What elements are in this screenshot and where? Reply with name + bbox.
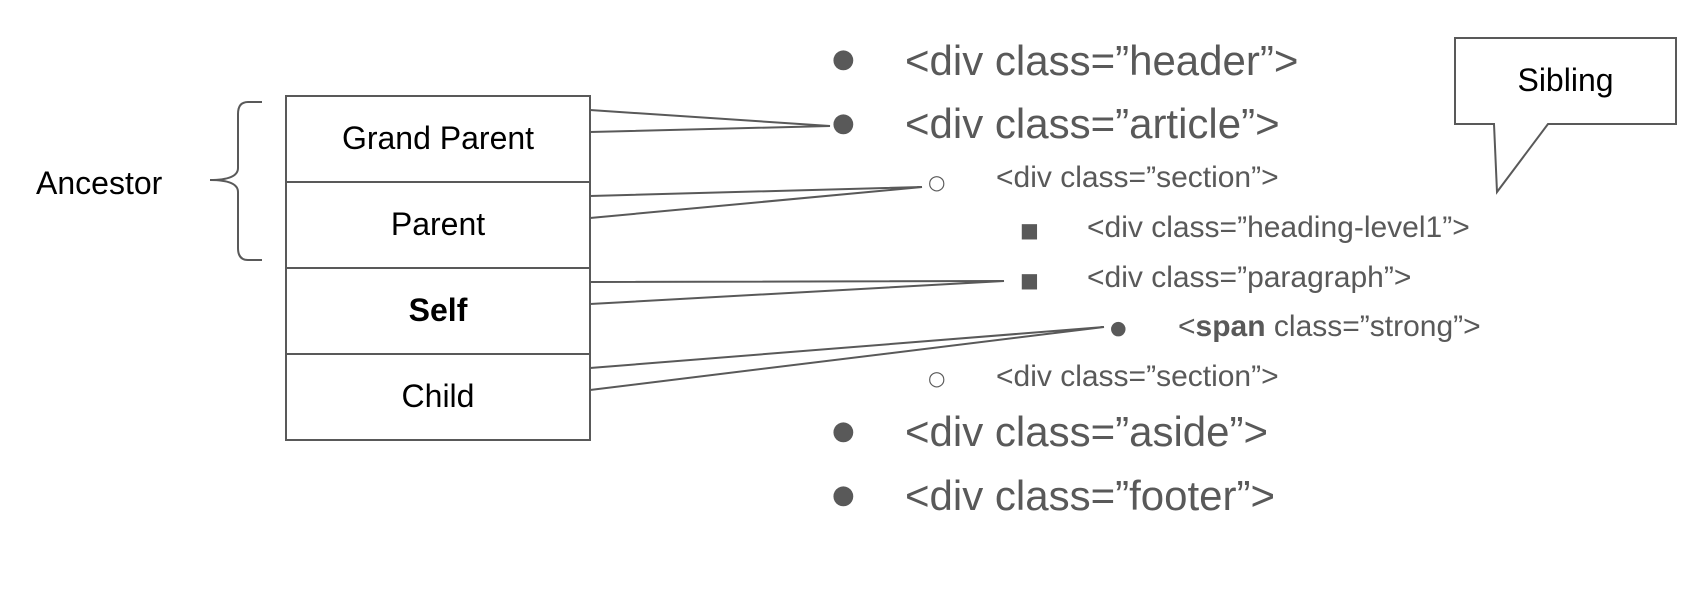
box-label-grand-parent: Grand Parent: [286, 120, 590, 157]
box-label-self: Self: [286, 292, 590, 329]
sibling-label: Sibling: [1455, 62, 1676, 99]
span-attributes: class=”strong”>: [1266, 310, 1481, 343]
tree-item-footer: <div class=”footer”>: [905, 472, 1275, 520]
connector-self: [590, 281, 1004, 304]
connector-grand-parent: [590, 110, 830, 132]
box-label-child: Child: [286, 378, 590, 415]
connector-parent: [590, 187, 922, 218]
box-label-parent: Parent: [286, 206, 590, 243]
disc-bullet-icon: ●: [832, 108, 855, 138]
disc-bullet-icon: ●: [832, 416, 855, 446]
circle-bullet-icon: ○: [928, 366, 945, 390]
tree-item-heading-level1: <div class=”heading-level1”>: [1087, 211, 1470, 245]
square-bullet-icon: ■: [1020, 268, 1039, 292]
ancestor-label: Ancestor: [36, 165, 162, 202]
tree-item-section: <div class=”section”>: [996, 161, 1279, 195]
tree-item-header: <div class=”header”>: [905, 37, 1298, 85]
tree-item-aside: <div class=”aside”>: [905, 408, 1268, 456]
tree-item-article: <div class=”article”>: [905, 100, 1280, 148]
circle-bullet-icon: ○: [928, 170, 945, 194]
tree-item-span: <span class=”strong”>: [1178, 310, 1481, 344]
disc-bullet-icon: ●: [832, 44, 855, 74]
square-bullet-icon: ■: [1020, 218, 1039, 242]
span-open-bracket: <: [1178, 310, 1196, 343]
disc-bullet-icon: ●: [832, 480, 855, 510]
disc-bullet-icon: ●: [1110, 317, 1127, 339]
ancestor-brace: [210, 102, 262, 260]
tree-item-paragraph: <div class=”paragraph”>: [1087, 261, 1411, 295]
span-tag-name: span: [1196, 310, 1266, 343]
tree-item-section: <div class=”section”>: [996, 360, 1279, 394]
